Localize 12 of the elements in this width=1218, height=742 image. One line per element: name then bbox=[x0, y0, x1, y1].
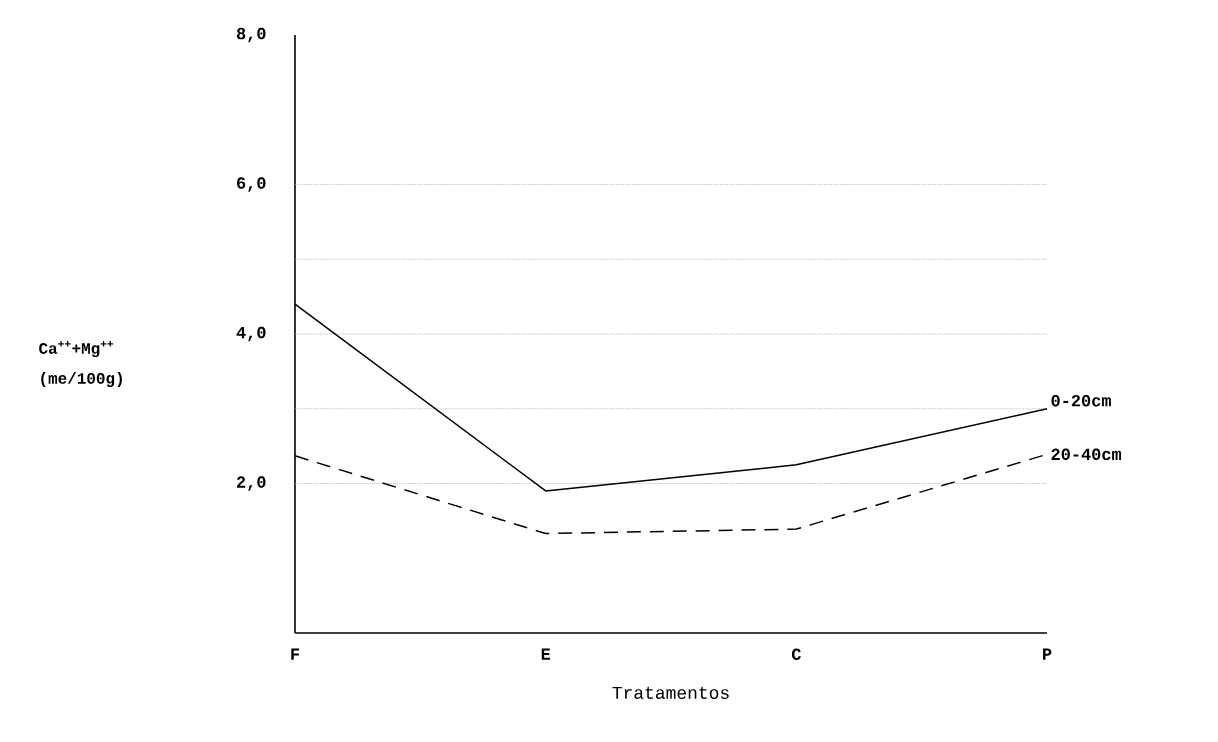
x-axis-title: Tratamentos bbox=[612, 686, 729, 699]
y-tick-label: 6,0 bbox=[237, 177, 266, 192]
y-tick-label: 2,0 bbox=[237, 476, 266, 491]
y-tick-label: 8,0 bbox=[236, 27, 266, 43]
series-label: 0-20cm bbox=[1051, 394, 1111, 407]
y-tick-label: 4,0 bbox=[236, 326, 266, 342]
x-tick-label: C bbox=[791, 648, 801, 661]
x-tick-label: F bbox=[291, 648, 300, 660]
x-tick-label: P bbox=[1043, 648, 1052, 660]
x-tick-label: E bbox=[541, 648, 551, 660]
text: Ca$^{++}$+Mg$^{++}$ (me/100g) bbox=[39, 340, 122, 388]
series-label: 20-40cm bbox=[1051, 448, 1122, 461]
